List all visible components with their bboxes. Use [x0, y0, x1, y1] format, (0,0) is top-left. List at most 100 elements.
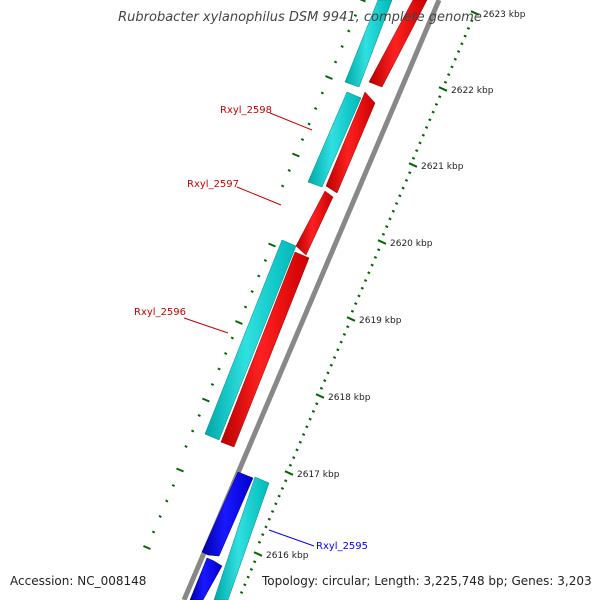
minor-tick: [267, 517, 271, 521]
cds-rxyl-2594: [189, 557, 223, 600]
minor-tick: [463, 34, 467, 38]
minor-tick: [431, 110, 435, 114]
inner-minor-tick: [171, 484, 176, 487]
scale-ticks: 2616 kbp 2617 kbp 2618 kbp 2619 kbp 2620 kbp…: [143, 0, 526, 594]
inner-minor-tick: [353, 14, 358, 17]
minor-tick: [418, 141, 422, 145]
label-leader-line: [183, 317, 229, 334]
major-tick: [346, 316, 356, 322]
minor-tick: [350, 309, 355, 313]
minor-tick: [292, 456, 296, 460]
tick-label: 2618 kbp: [328, 393, 371, 403]
minor-tick: [319, 386, 324, 390]
minor-tick: [246, 575, 250, 579]
cds-rxyl-2598: [325, 91, 376, 194]
minor-tick: [329, 363, 333, 367]
minor-tick: [346, 325, 350, 329]
inner-minor-tick: [250, 290, 254, 293]
minor-tick: [394, 202, 399, 205]
minor-tick: [370, 263, 374, 267]
inner-major-tick: [325, 75, 333, 80]
minor-tick: [264, 525, 268, 529]
major-tick: [408, 162, 418, 168]
major-tick: [470, 10, 480, 16]
gene-label[interactable]: Rxyl_2598: [220, 105, 272, 116]
inner-major-tick: [291, 152, 300, 158]
minor-tick: [388, 217, 392, 221]
minor-tick: [408, 171, 412, 175]
inner-minor-tick: [165, 499, 169, 503]
cds-rxyl-2596: [220, 251, 310, 448]
inner-minor-tick: [184, 445, 188, 448]
minor-tick: [239, 591, 244, 594]
inner-minor-tick: [151, 530, 156, 534]
minor-tick: [288, 463, 293, 467]
inner-minor-tick: [210, 383, 215, 386]
minor-tick: [277, 494, 281, 498]
minor-tick: [357, 294, 361, 298]
minor-tick: [311, 409, 316, 413]
orf-strip-3: [204, 239, 297, 441]
inner-minor-tick: [257, 274, 261, 278]
accession-text: Accession: NC_008148: [10, 574, 147, 588]
inner-minor-tick: [263, 259, 268, 262]
orf-strip-2: [307, 91, 362, 188]
minor-tick: [354, 302, 358, 306]
minor-tick: [385, 225, 389, 229]
minor-tick: [298, 440, 302, 444]
gene-label[interactable]: Rxyl_2596: [134, 307, 186, 318]
minor-tick: [391, 209, 395, 213]
inner-major-tick: [268, 242, 276, 248]
minor-tick: [456, 50, 461, 53]
major-tick: [253, 551, 263, 557]
inner-minor-tick: [340, 45, 344, 48]
inner-minor-tick: [197, 414, 201, 417]
minor-tick: [363, 279, 368, 282]
minor-tick: [421, 133, 425, 137]
tick-label: 2622 kbp: [451, 86, 494, 96]
tick-label: 2619 kbp: [359, 316, 402, 326]
minor-tick: [438, 95, 442, 99]
label-leader-line: [269, 112, 313, 131]
cds-rxyl-2597: [295, 190, 334, 256]
minor-tick: [360, 286, 364, 290]
inner-minor-tick: [224, 352, 228, 355]
minor-tick: [470, 19, 474, 23]
cds-rxyl-2595: [201, 471, 254, 557]
minor-tick: [460, 42, 464, 46]
orf-strip-1: [344, 0, 393, 88]
gene-label[interactable]: Rxyl_2595: [316, 541, 368, 552]
cds-rxyl-2599: [368, 0, 428, 88]
minor-tick: [332, 356, 337, 359]
minor-tick: [336, 348, 340, 352]
minor-tick: [404, 178, 409, 182]
inner-minor-tick: [158, 515, 162, 518]
inner-minor-tick: [307, 122, 311, 126]
inner-major-tick: [235, 320, 243, 325]
gene-labels: Rxyl_2598 Rxyl_2597 Rxyl_2596 Rxyl_2595: [134, 105, 368, 552]
tick-label: 2616 kbp: [266, 551, 309, 561]
map-title: Rubrobacter xylanophilus DSM 9941, compl…: [118, 10, 482, 25]
minor-tick: [398, 194, 402, 198]
minor-tick: [381, 232, 386, 236]
inner-minor-tick: [287, 169, 291, 172]
minor-tick: [450, 65, 454, 69]
inner-minor-tick: [280, 184, 285, 188]
inner-major-tick: [359, 0, 366, 3]
major-tick: [377, 239, 387, 245]
topology-text: Topology: circular; Length: 3,225,748 bp…: [262, 574, 592, 588]
inner-minor-tick: [314, 107, 318, 110]
minor-tick: [401, 186, 405, 190]
minor-tick: [305, 425, 309, 429]
minor-tick: [270, 510, 275, 513]
minor-tick: [280, 486, 285, 490]
minor-tick: [284, 479, 288, 483]
minor-tick: [261, 533, 265, 537]
inner-minor-tick: [347, 29, 351, 33]
tick-label: 2621 kbp: [421, 162, 464, 172]
minor-tick: [315, 402, 319, 406]
minor-tick: [411, 156, 416, 160]
minor-tick: [424, 126, 429, 129]
minor-tick: [308, 417, 312, 421]
gene-label[interactable]: Rxyl_2597: [187, 179, 239, 190]
